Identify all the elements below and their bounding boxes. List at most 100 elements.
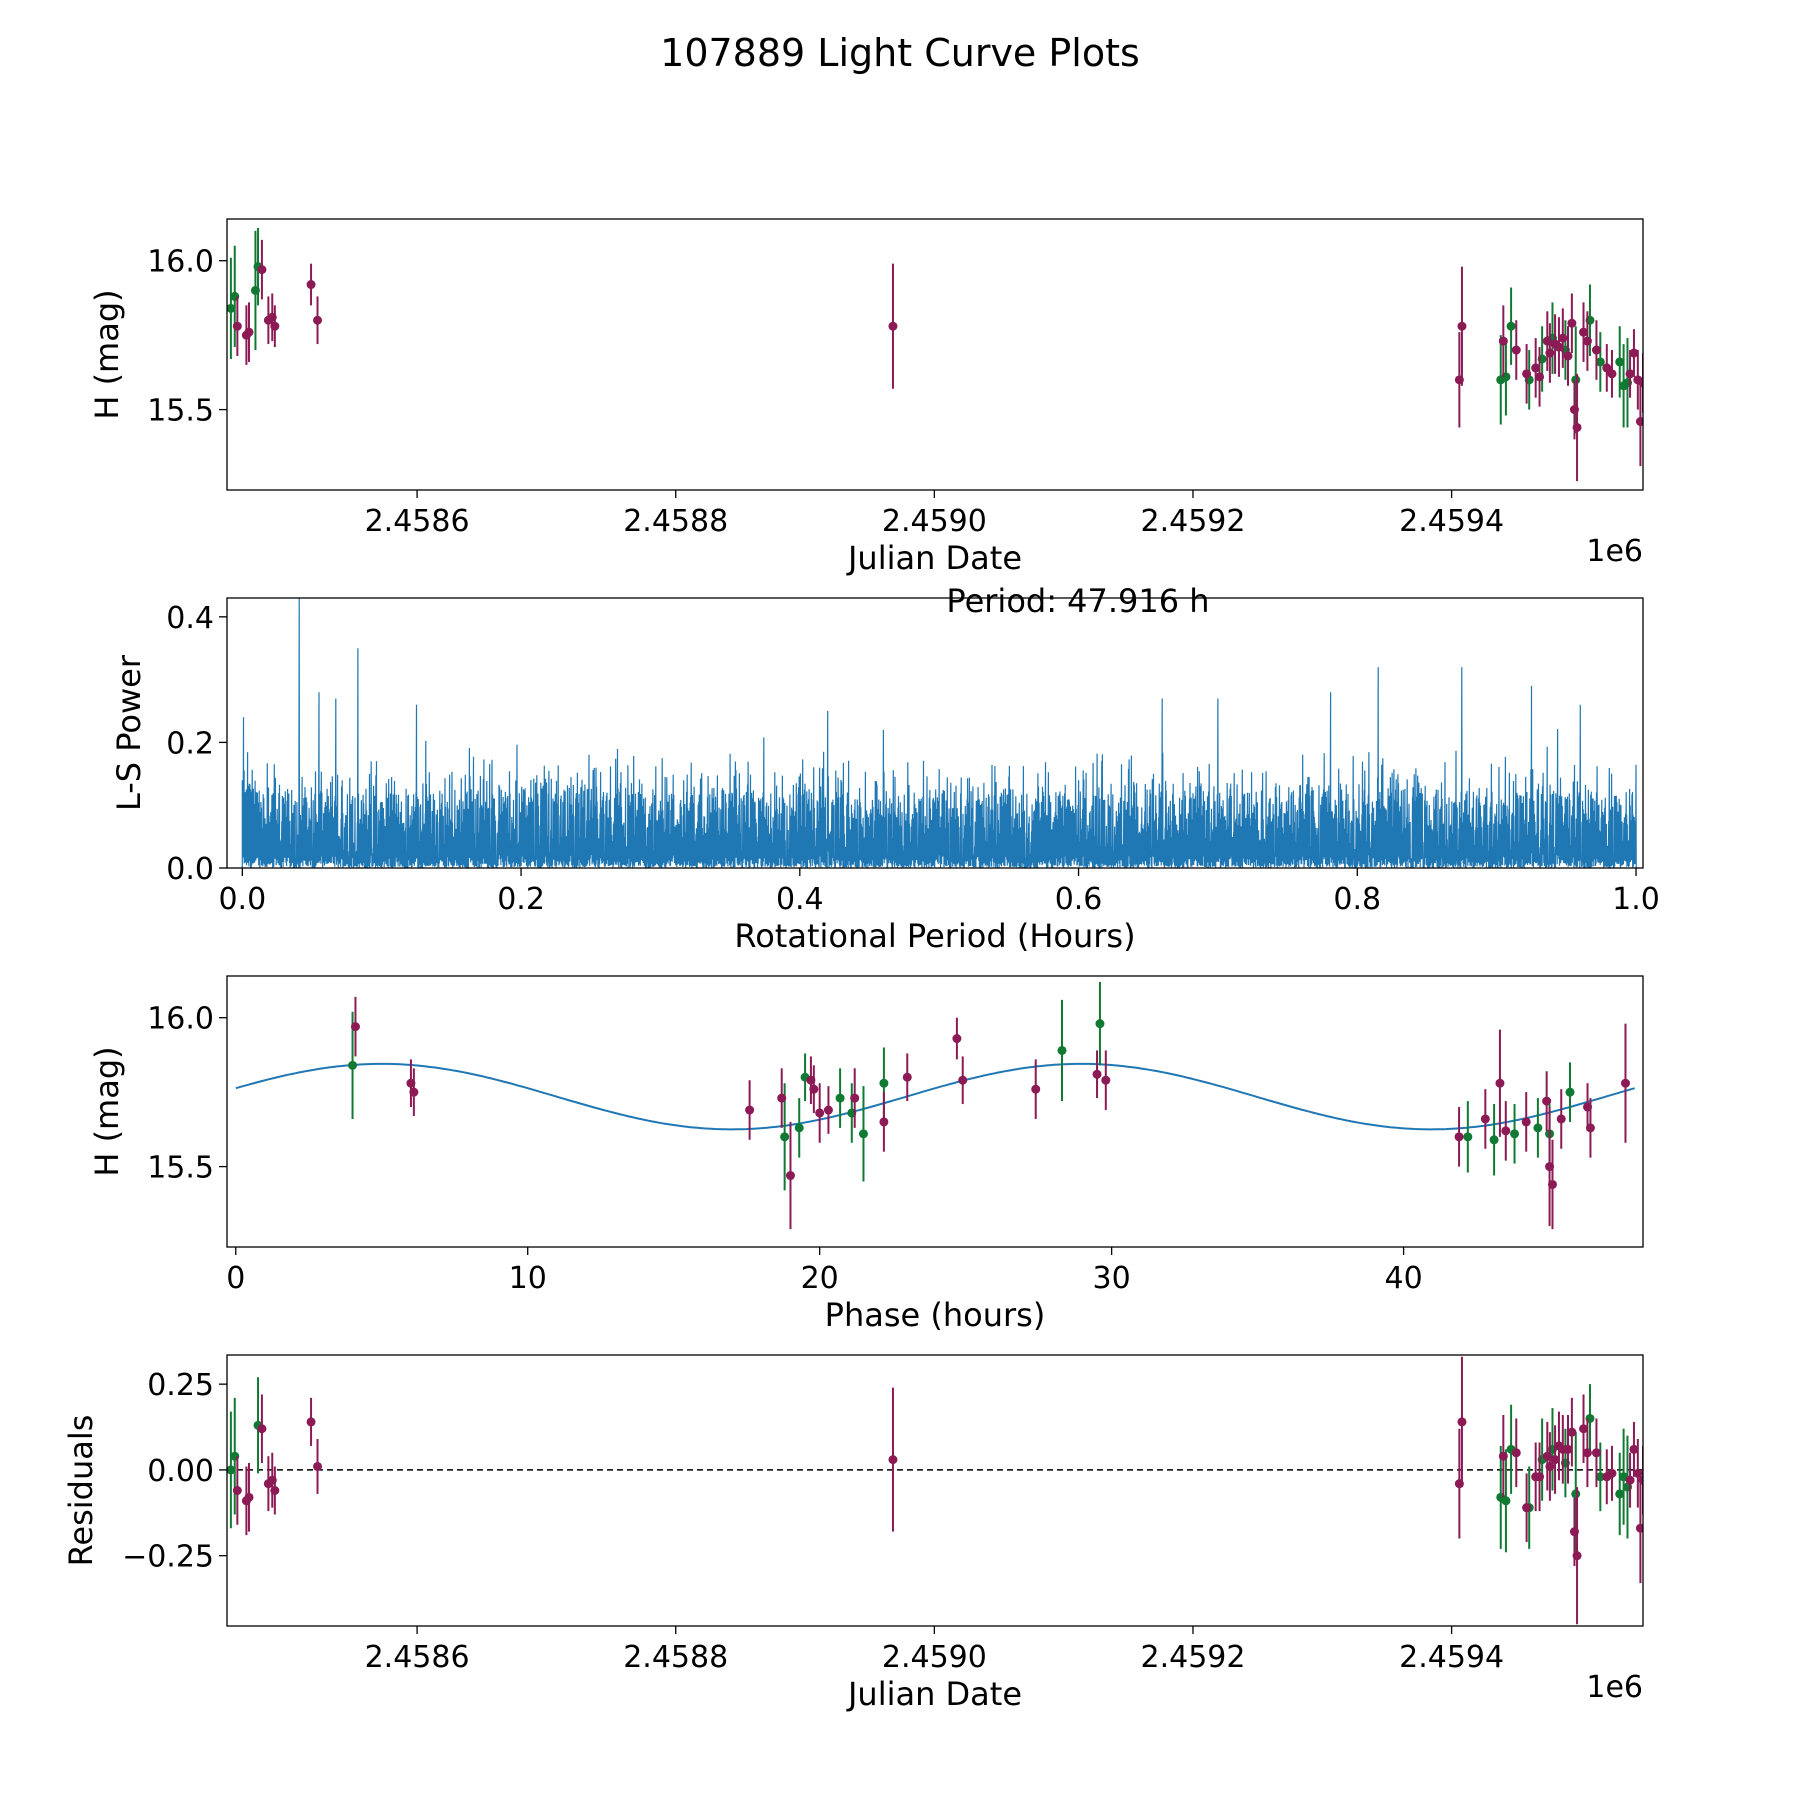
data-point-r — [1563, 1444, 1573, 1454]
data-point-r — [1572, 1551, 1582, 1561]
residuals-panel: 2.4586 2.4588 2.4590 2.4592 2.4594 0.25 0.00 −0… — [62, 1354, 1644, 1713]
axes-frame — [226, 218, 1644, 491]
data-point-r — [1457, 1417, 1467, 1427]
data-point-r — [1521, 1117, 1531, 1127]
y-axis-label: H (mag) — [88, 289, 126, 419]
data-point-r — [1582, 1448, 1592, 1458]
x-tick-label: 0 — [226, 1261, 245, 1296]
data-point-g — [250, 285, 260, 295]
data-point-r — [306, 1417, 316, 1427]
x-tick-label: 0.4 — [776, 882, 824, 917]
data-point-r — [270, 1486, 280, 1495]
data-point-g — [780, 1132, 790, 1142]
data-point-r — [1572, 422, 1582, 432]
data-point-r — [1550, 1455, 1560, 1465]
data-point-r — [232, 1486, 242, 1495]
data-point-r — [745, 1105, 755, 1115]
data-point-r — [1635, 1523, 1643, 1533]
y-tick-label: 0.0 — [166, 852, 214, 887]
plot-area — [227, 1356, 1643, 1625]
data-point-r — [1101, 1075, 1111, 1085]
data-point-r — [902, 1072, 912, 1082]
x-tick-label: 2.4592 — [1140, 504, 1245, 539]
data-point-r — [1498, 1451, 1508, 1461]
data-point-r — [270, 321, 280, 331]
data-point-r — [1498, 336, 1508, 346]
x-tick-label: 0.6 — [1055, 882, 1103, 917]
data-point-r — [1567, 1427, 1577, 1437]
plot-area — [235, 981, 1635, 1230]
x-tick-label: 2.4592 — [1140, 1640, 1245, 1675]
data-point-r — [409, 1087, 419, 1097]
data-point-r — [1531, 363, 1541, 373]
x-tick-label: 2.4590 — [882, 1640, 987, 1675]
data-point-r — [1635, 417, 1643, 427]
data-point-g — [1057, 1045, 1067, 1055]
data-point-g — [348, 1060, 358, 1070]
data-point-g — [794, 1123, 804, 1133]
data-point-r — [1556, 1114, 1566, 1124]
data-point-r — [1542, 1096, 1552, 1106]
x-axis-label: Rotational Period (Hours) — [734, 917, 1135, 955]
data-point-g — [1489, 1135, 1499, 1145]
data-point-r — [888, 1455, 898, 1465]
data-point-r — [785, 1171, 795, 1181]
y-axis-label: Residuals — [62, 1415, 100, 1567]
lightcurve-panel: 2.4586 2.4588 2.4590 2.4592 2.4594 15.5 16.0 Ju… — [88, 218, 1644, 577]
data-point-r — [1629, 1444, 1639, 1454]
data-point-r — [1607, 1468, 1617, 1478]
x-tick-label: 10 — [509, 1261, 547, 1296]
y-tick-label: 0.00 — [147, 1454, 214, 1489]
data-point-r — [1547, 1179, 1557, 1189]
data-point-g — [1595, 357, 1605, 367]
data-point-g — [1506, 321, 1516, 331]
x-axis-label: Julian Date — [846, 1675, 1022, 1713]
data-point-r — [952, 1034, 962, 1044]
y-tick-label: 16.0 — [147, 1002, 214, 1037]
period-annotation: Period: 47.916 h — [946, 582, 1209, 620]
data-point-g — [1571, 375, 1581, 385]
x-tick-label: 0.2 — [497, 882, 545, 917]
data-point-r — [313, 315, 323, 325]
x-tick-label: 2.4588 — [623, 1640, 728, 1675]
data-point-r — [777, 1093, 787, 1103]
data-point-r — [1554, 342, 1564, 352]
data-point-g — [1533, 1123, 1543, 1133]
y-tick-label: 15.5 — [147, 1151, 214, 1186]
x-tick-label: 1.0 — [1612, 882, 1660, 917]
plot-area — [241, 598, 1637, 868]
axes-frame — [226, 597, 1644, 869]
data-point-r — [1585, 1123, 1595, 1133]
data-point-r — [1092, 1069, 1102, 1079]
data-point-r — [1545, 348, 1555, 358]
data-point-r — [888, 321, 898, 331]
data-point-r — [1625, 369, 1635, 379]
plot-area — [227, 227, 1643, 482]
data-point-r — [1495, 1078, 1505, 1088]
data-point-r — [1579, 1424, 1589, 1434]
data-point-r — [257, 265, 267, 275]
data-point-r — [809, 1084, 819, 1094]
data-point-r — [1591, 1448, 1601, 1458]
data-point-r — [1501, 1126, 1511, 1136]
axes-frame — [226, 1354, 1644, 1627]
data-point-r — [1563, 351, 1573, 361]
data-point-g — [1595, 1472, 1605, 1482]
data-point-g — [227, 1465, 236, 1475]
x-tick-label: 2.4594 — [1399, 1640, 1504, 1675]
data-point-g — [858, 1129, 868, 1139]
data-point-r — [823, 1105, 833, 1115]
data-point-r — [350, 1022, 360, 1032]
data-point-g — [227, 303, 236, 313]
data-point-r — [1567, 318, 1577, 328]
data-point-r — [1454, 1132, 1464, 1142]
data-point-r — [1582, 336, 1592, 346]
y-tick-label: 0.4 — [166, 601, 214, 636]
data-point-r — [306, 280, 316, 290]
y-tick-label: 15.5 — [147, 394, 214, 429]
data-point-g — [1565, 1087, 1575, 1097]
data-point-r — [1625, 1475, 1635, 1485]
data-point-r — [1522, 1503, 1532, 1513]
x-tick-label: 40 — [1385, 1261, 1423, 1296]
